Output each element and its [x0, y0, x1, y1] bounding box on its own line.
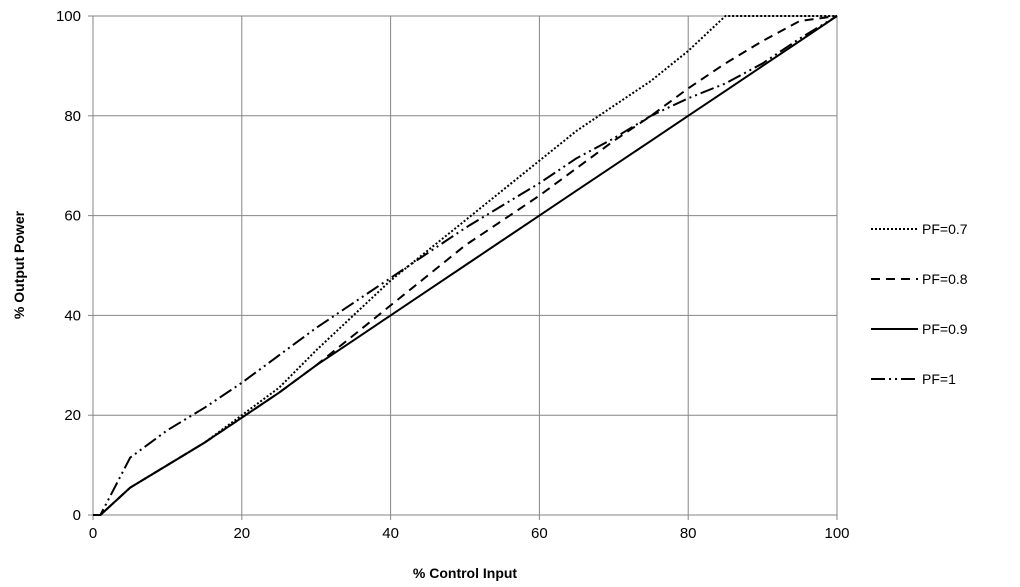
series-layer	[93, 15, 838, 516]
legend-label: PF=1	[922, 371, 956, 387]
legend-item-pf-0-7: PF=0.7	[871, 221, 968, 237]
y-tick-label: 80	[64, 108, 81, 125]
y-tick-label: 20	[64, 407, 81, 424]
y-tick-label: 40	[64, 307, 81, 324]
x-tick-label: 0	[89, 525, 97, 542]
legend-label: PF=0.7	[922, 221, 968, 237]
legend-item-pf-0-9: PF=0.9	[871, 321, 968, 337]
x-tick-label: 80	[680, 525, 697, 542]
y-axis-title: % Output Power	[11, 210, 27, 319]
legend-label: PF=0.8	[922, 271, 968, 287]
series-line-pf-1	[93, 15, 838, 516]
legend: PF=0.7 PF=0.8 PF=0.9 PF=1	[871, 221, 968, 387]
x-axis-title: % Control Input	[413, 565, 518, 581]
x-tick-label: 100	[824, 525, 849, 542]
x-tick-label: 20	[233, 525, 250, 542]
y-tick-label: 100	[56, 8, 81, 25]
legend-item-pf-0-8: PF=0.8	[871, 271, 968, 287]
x-tick-label: 40	[382, 525, 399, 542]
legend-label: PF=0.9	[922, 321, 968, 337]
y-tick-label: 0	[73, 507, 81, 524]
x-tick-label: 60	[531, 525, 548, 542]
tick-layer: 0 20 40 60 80 100 0 20 40 60 80 100	[56, 8, 850, 542]
y-tick-label: 60	[64, 208, 81, 225]
grid-layer	[88, 15, 838, 520]
legend-item-pf-1: PF=1	[871, 371, 956, 387]
series-line-pf-0-9	[93, 15, 838, 516]
